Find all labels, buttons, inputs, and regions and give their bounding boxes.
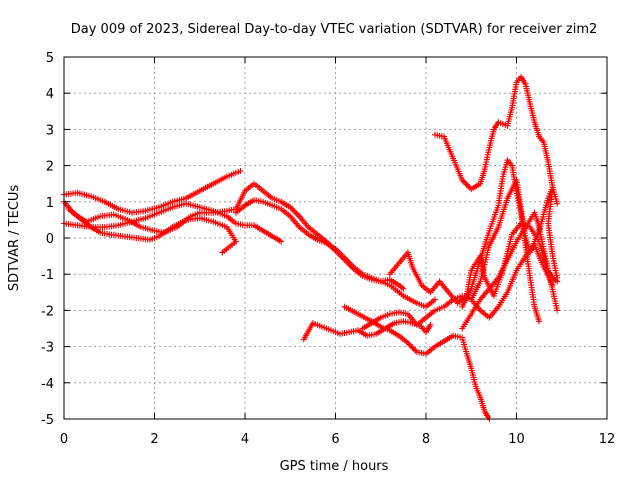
y-tick-label: -5 — [41, 413, 54, 428]
series-track-10 — [432, 73, 561, 207]
series-markers — [468, 177, 561, 303]
series-track-12 — [468, 177, 561, 303]
y-tick-label: -2 — [41, 304, 54, 319]
series-markers — [432, 73, 561, 207]
x-tick-label: 0 — [60, 432, 68, 447]
y-axis-label: SDTVAR / TECUs — [7, 185, 22, 292]
series-group — [61, 73, 561, 422]
series-track-1 — [61, 168, 244, 216]
x-tick-labels: 0 2 4 6 8 10 12 — [60, 432, 615, 447]
series-markers — [300, 318, 434, 343]
series-track-5 — [232, 197, 438, 310]
y-tick-label: 0 — [46, 232, 54, 247]
y-tick-label: -1 — [41, 268, 54, 283]
x-tick-label: 10 — [508, 432, 525, 447]
y-tick-label: 3 — [46, 123, 54, 138]
series-markers — [232, 197, 438, 310]
y-tick-label: 4 — [46, 87, 54, 102]
x-axis-label: GPS time / hours — [280, 459, 389, 474]
series-track-7 — [341, 303, 493, 422]
y-tick-label: 1 — [46, 196, 54, 211]
series-markers — [459, 209, 561, 332]
series-track-13 — [459, 209, 561, 332]
x-tick-label: 2 — [150, 432, 158, 447]
y-tick-label: -3 — [41, 341, 54, 356]
x-tick-label: 12 — [599, 432, 616, 447]
chart-title: Day 009 of 2023, Sidereal Day-to-day VTE… — [71, 22, 598, 37]
y-tick-label: -4 — [41, 377, 54, 392]
y-tick-label: 2 — [46, 160, 54, 175]
grid — [64, 57, 607, 419]
x-tick-label: 4 — [241, 432, 249, 447]
x-tick-label: 6 — [331, 432, 339, 447]
x-tick-label: 8 — [422, 432, 430, 447]
y-tick-label: 5 — [46, 51, 54, 66]
y-tick-labels: -5 -4 -3 -2 -1 0 1 2 3 4 5 — [41, 51, 54, 428]
series-markers — [341, 303, 493, 422]
tick-marks — [63, 56, 608, 420]
